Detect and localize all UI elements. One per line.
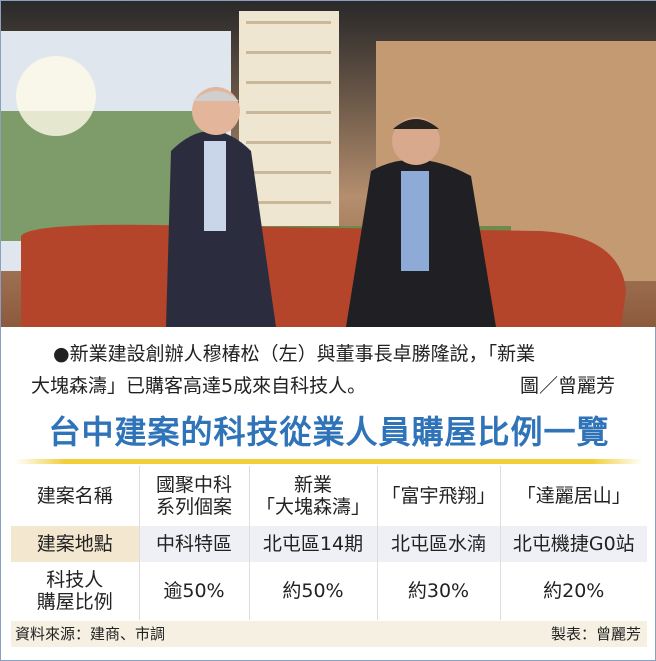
header-text: 系列個案 (155, 496, 232, 518)
table-cell: 逾50% (138, 562, 249, 620)
photo-founders-with-building-model (1, 1, 656, 327)
header-text: 新業 (293, 474, 332, 496)
table-cell: 約30% (376, 562, 500, 620)
photo-illustration (1, 11, 656, 327)
maker-note: 製表：曾麗芳 (550, 625, 641, 643)
header-label: 建案名稱 (36, 485, 113, 507)
divider-rule (15, 459, 643, 464)
row-label: 科技人 購屋比例 (11, 562, 139, 620)
photo-credit: 圖／曾麗芳 (519, 375, 615, 397)
row-label-text: 購屋比例 (36, 591, 113, 613)
table-header-row: 建案名稱 國聚中科 系列個案 新業 「大塊森濤」 「富宇飛翔」 「達麗居山」 (11, 466, 647, 526)
table-footer: 資料來源：建商、市調 製表：曾麗芳 (11, 621, 647, 647)
header-text: 「大塊森濤」 (255, 496, 370, 518)
source-note: 資料來源：建商、市調 (15, 625, 166, 643)
table-cell: 約50% (248, 562, 377, 620)
table-row-ratio: 科技人 購屋比例 逾50% 約50% 約30% 約20% (11, 562, 647, 620)
header-cell: 新業 「大塊森濤」 (248, 466, 377, 526)
table-row-location: 建案地點 中科特區 北屯區14期 北屯區水湳 北屯機捷G0站 (11, 526, 647, 562)
header-text: 國聚中科 (155, 474, 232, 496)
table-cell: 約20% (499, 562, 647, 620)
table-cell: 北屯區水湳 (376, 526, 500, 562)
photo-caption-line1: ●新業建設創辦人穆椿松（左）與董事長卓勝隆說，「新業 (53, 343, 536, 365)
row-label-text: 科技人 (46, 569, 104, 591)
header-cell: 「富宇飛翔」 (376, 466, 500, 526)
row-label: 建案地點 (11, 526, 139, 562)
table-cell: 北屯區14期 (248, 526, 377, 562)
chart-title: 台中建案的科技從業人員購屋比例一覽 (48, 413, 610, 451)
table-cell: 中科特區 (138, 526, 249, 562)
header-cell: 「達麗居山」 (499, 466, 647, 526)
purchase-ratio-table: 建案名稱 國聚中科 系列個案 新業 「大塊森濤」 「富宇飛翔」 「達麗居山」 建案地… (11, 466, 647, 620)
photo-caption-line2: 大塊森濤」已購客高達5成來自科技人。 (31, 375, 367, 397)
header-cell: 國聚中科 系列個案 (138, 466, 249, 526)
table-cell: 北屯機捷G0站 (499, 526, 647, 562)
